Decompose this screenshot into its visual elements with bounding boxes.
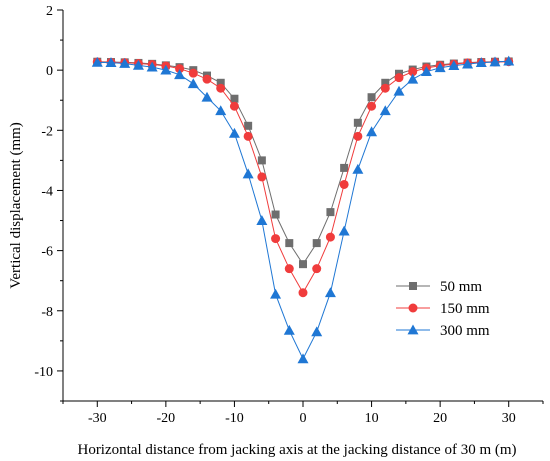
data-point [352,163,364,174]
data-point [215,105,227,116]
data-point [187,78,199,89]
data-point [367,93,376,102]
x-tick-label: 10 [365,411,379,426]
legend-marker [408,303,418,313]
legend-label: 50 mm [440,279,482,295]
legend-item: 50 mm [396,279,482,295]
data-point [283,324,295,335]
data-point [379,105,391,116]
x-tick-label: -20 [157,411,176,426]
data-point [230,94,239,103]
data-point [475,57,487,68]
data-point [188,68,198,78]
data-point [285,239,294,248]
data-point [366,126,378,137]
data-point [270,288,282,299]
y-tick-label: -4 [41,184,53,199]
data-point [381,78,390,87]
data-point [243,131,253,141]
series-layer [91,55,515,364]
data-point [503,55,515,66]
data-point [380,83,390,93]
x-tick-label: 20 [433,411,447,426]
data-point [325,232,335,242]
data-point [132,59,144,70]
data-point [216,78,225,87]
data-point [312,239,321,248]
data-point [256,215,268,225]
data-point [367,101,377,111]
data-point [353,131,363,141]
data-point [201,91,213,102]
data-point [257,156,266,165]
data-point [489,56,501,67]
data-point [339,179,349,189]
data-point [420,66,432,77]
data-point [257,172,267,182]
series-3 [91,55,515,364]
data-point [228,127,240,138]
legend-marker [409,282,417,290]
y-tick-label: 0 [46,64,53,79]
data-point [284,264,294,274]
data-point [146,61,158,72]
data-point [244,121,253,130]
data-point [271,210,280,219]
data-point [393,85,405,96]
data-point [312,264,322,274]
legend-item: 300 mm [396,323,490,339]
data-point [326,208,335,217]
legend-item: 150 mm [396,301,490,317]
y-tick-label: -6 [41,245,53,260]
data-point [175,64,185,74]
legend-label: 300 mm [440,323,490,339]
series-1 [93,57,513,269]
data-point [174,69,186,80]
data-point [105,57,117,68]
y-tick-label: -2 [41,124,53,139]
y-tick-label: -10 [34,365,53,380]
data-point [338,225,350,236]
y-tick-label: -8 [41,305,53,320]
data-point [229,101,239,111]
data-point [119,58,131,68]
y-tick-label: 2 [46,4,53,19]
data-point [462,58,474,69]
legend-label: 150 mm [440,301,490,317]
legend: 50 mm 150 mm 300 mm [396,279,490,339]
data-point [242,168,254,179]
series-line [97,60,509,266]
data-point [434,62,446,73]
y-axis-title: Vertical displacement (mm) [8,122,24,289]
x-tick-label: -30 [88,411,107,426]
data-point [324,287,336,298]
data-point [297,353,309,364]
data-point [91,56,103,67]
x-tick-label: -10 [225,411,244,426]
data-point [340,163,349,172]
x-axis-title: Horizontal distance from jacking axis at… [77,442,516,458]
data-point [202,74,212,84]
x-tick-label: 0 [300,411,307,426]
data-point [353,118,362,127]
series-line [97,61,509,294]
data-point [216,83,226,93]
x-tick-label: 30 [502,411,516,426]
data-point [298,288,308,298]
data-point [448,60,460,71]
data-point [311,326,323,337]
data-point [407,73,419,84]
data-point [271,234,281,244]
data-point [394,73,404,83]
data-point [408,67,418,77]
series-2 [92,57,514,298]
data-point [160,64,172,75]
legend-marker [407,324,419,335]
data-point [299,260,307,269]
